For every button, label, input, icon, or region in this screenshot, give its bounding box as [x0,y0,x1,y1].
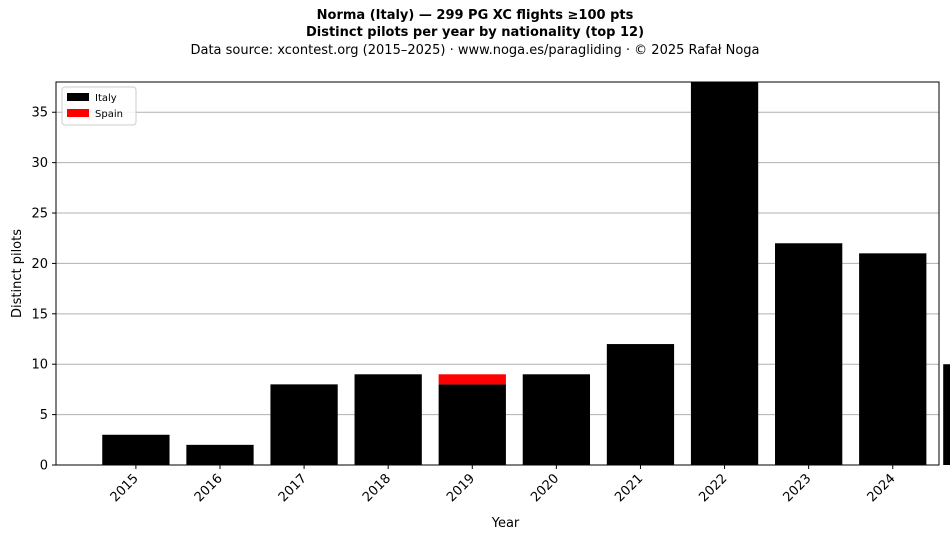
chart-title: Norma (Italy) — 299 PG XC flights ≥100 p… [316,8,634,23]
y-axis-label: Distinct pilots [10,229,25,318]
bar-spain-2019 [438,374,506,385]
x-tick-label: 2017 [276,471,310,505]
y-tick-label: 5 [40,408,48,423]
x-tick-label: 2019 [444,471,478,505]
y-tick-label: 0 [40,459,48,474]
x-tick-label: 2023 [780,471,814,505]
x-tick-label: 2020 [528,471,562,505]
data-source-note: Data source: xcontest.org (2015–2025) · … [190,43,760,58]
y-tick-label: 20 [31,257,48,272]
bar-italy-2015 [102,434,170,465]
bar-italy-2016 [186,444,254,465]
legend-swatch-italy [67,93,89,101]
y-tick-label: 30 [31,156,48,171]
bar-italy-2019 [438,384,506,465]
x-tick-label: 2016 [192,471,226,505]
x-tick-label: 2015 [108,471,142,505]
bar-italy-2025 [943,364,950,465]
x-axis-label: Year [491,516,520,531]
x-tick-label: 2021 [612,471,646,505]
chart-subtitle: Distinct pilots per year by nationality … [305,25,645,40]
legend-swatch-spain [67,109,89,117]
y-tick-label: 25 [31,207,48,222]
bar-italy-2018 [354,374,422,465]
bar-italy-2021 [606,344,675,465]
bar-italy-2022 [690,82,759,465]
plot-frame [55,81,940,466]
y-tick-label: 15 [31,307,48,322]
y-tick-label: 10 [31,358,48,373]
x-tick-label: 2018 [360,471,394,505]
bar-italy-2023 [775,243,843,465]
bar-italy-2017 [270,384,338,465]
legend-label-italy: Italy [95,93,117,104]
y-tick-label: 35 [31,106,48,121]
x-tick-label: 2024 [865,471,899,505]
legend-label-spain: Spain [95,109,123,120]
x-tick-label: 2022 [696,471,730,505]
bar-italy-2024 [859,253,927,465]
bar-italy-2020 [522,374,591,465]
